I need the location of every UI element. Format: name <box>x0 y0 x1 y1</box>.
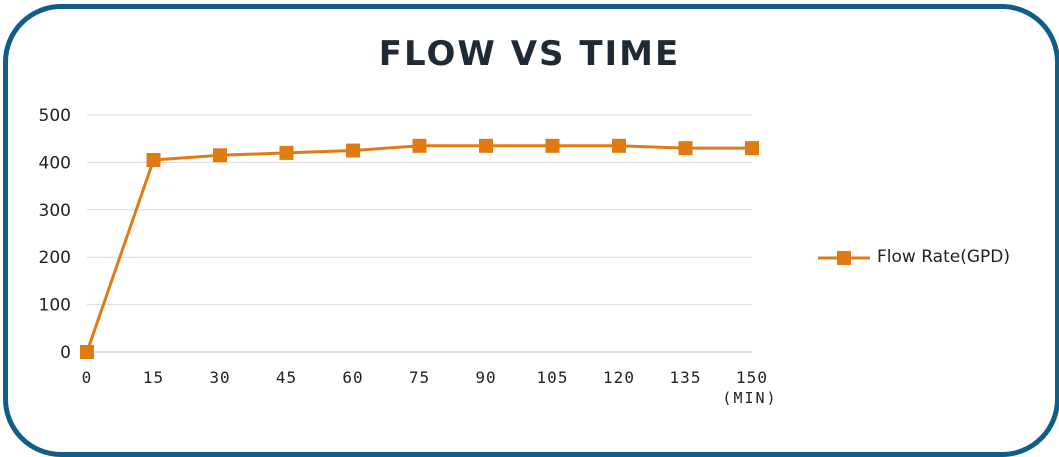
legend-label-flow-rate: Flow Rate(GPD) <box>877 247 1010 267</box>
data-point-marker <box>745 141 759 156</box>
x-tick-label: 105 <box>537 368 569 387</box>
x-tick-label: 15 <box>143 368 164 387</box>
legend-swatch-marker <box>837 251 851 265</box>
x-tick-label: 60 <box>342 368 363 387</box>
data-point-marker <box>479 138 493 153</box>
data-point-marker <box>80 345 94 359</box>
y-axis-ticks: 0 100 200 300 400 500 <box>39 106 71 363</box>
y-tick-label: 300 <box>39 201 71 221</box>
data-point-marker <box>678 141 693 156</box>
x-tick-label: 0 <box>82 368 93 387</box>
x-tick-label: 150 <box>736 368 768 387</box>
data-point-marker <box>545 138 560 153</box>
y-tick-label: 100 <box>39 296 71 316</box>
data-point-marker <box>146 153 161 168</box>
data-point-marker <box>346 143 360 158</box>
x-tick-label: 75 <box>409 368 430 387</box>
series-flow-rate <box>80 138 759 359</box>
grid-lines <box>87 114 752 353</box>
data-point-marker <box>213 148 227 163</box>
x-tick-label: 30 <box>209 368 230 387</box>
data-point-marker <box>412 138 427 153</box>
chart-title: FLOW VS TIME <box>378 34 681 74</box>
y-tick-label: 500 <box>39 106 71 126</box>
x-tick-label: 90 <box>475 368 496 387</box>
x-tick-label: 120 <box>603 368 635 387</box>
data-point-marker <box>279 145 294 160</box>
chart-frame <box>3 4 1059 457</box>
y-tick-label: 200 <box>39 248 71 268</box>
series-line <box>85 144 752 353</box>
legend <box>818 251 870 265</box>
x-axis-ticks: 0 15 30 45 60 75 90 105 120 135 150 <box>82 368 768 387</box>
x-axis-unit-label: (MIN) <box>722 389 777 407</box>
x-tick-label: 135 <box>670 368 702 387</box>
y-tick-label: 0 <box>60 343 71 363</box>
data-point-marker <box>612 138 626 153</box>
x-tick-label: 45 <box>276 368 297 387</box>
y-tick-label: 400 <box>39 153 71 173</box>
